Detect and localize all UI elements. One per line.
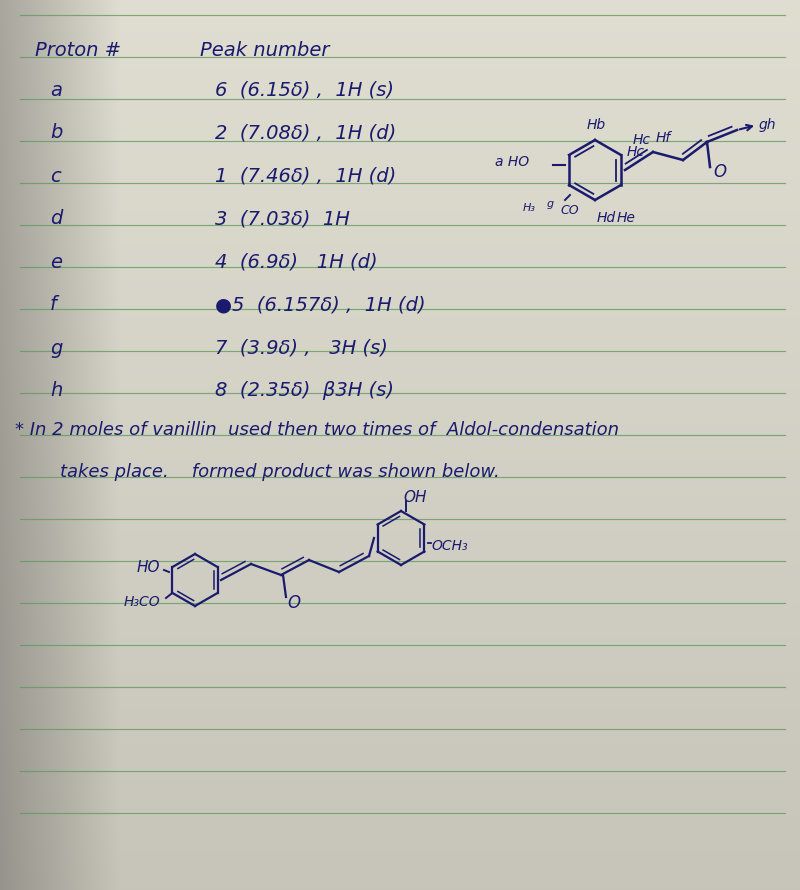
Text: 3  (7.03δ)  1H: 3 (7.03δ) 1H	[215, 209, 350, 229]
Text: CO: CO	[560, 204, 578, 216]
Text: gh: gh	[759, 118, 777, 132]
Text: takes place.    formed product was shown below.: takes place. formed product was shown be…	[60, 463, 500, 481]
Text: H₃: H₃	[523, 203, 536, 213]
Text: d: d	[50, 209, 62, 229]
Text: c: c	[50, 166, 61, 185]
Text: h: h	[50, 382, 62, 400]
Text: Hd: Hd	[597, 211, 616, 225]
Text: O: O	[713, 163, 726, 181]
Text: Proton #: Proton #	[35, 41, 121, 60]
Text: 2  (7.08δ) ,  1H (d): 2 (7.08δ) , 1H (d)	[215, 124, 396, 142]
Text: 6  (6.15δ) ,  1H (s): 6 (6.15δ) , 1H (s)	[215, 80, 394, 100]
Text: H₃CO: H₃CO	[124, 595, 161, 609]
Text: 7  (3.9δ) ,   3H (s): 7 (3.9δ) , 3H (s)	[215, 338, 388, 358]
Text: e: e	[50, 253, 62, 271]
Text: HO: HO	[137, 561, 161, 576]
Text: Peak number: Peak number	[200, 41, 330, 60]
Text: 8  (2.35δ)  β3H (s): 8 (2.35δ) β3H (s)	[215, 382, 394, 400]
Text: He: He	[617, 211, 636, 225]
Text: * In 2 moles of vanillin  used then two times of  Aldol-condensation: * In 2 moles of vanillin used then two t…	[15, 421, 619, 439]
Text: Hb: Hb	[587, 118, 606, 132]
Text: b: b	[50, 124, 62, 142]
Text: OCH₃: OCH₃	[431, 539, 468, 553]
Text: Hc: Hc	[627, 145, 645, 159]
Text: 1  (7.46δ) ,  1H (d): 1 (7.46δ) , 1H (d)	[215, 166, 396, 185]
Text: a: a	[50, 80, 62, 100]
Text: g: g	[547, 199, 554, 209]
Text: O: O	[287, 594, 300, 612]
Text: f: f	[50, 295, 57, 314]
Text: OH: OH	[403, 490, 426, 505]
Text: g: g	[50, 338, 62, 358]
Text: Hc: Hc	[633, 133, 651, 147]
Text: a HO: a HO	[495, 155, 529, 169]
Text: ●5  (6.157δ) ,  1H (d): ●5 (6.157δ) , 1H (d)	[215, 295, 426, 314]
Text: 4  (6.9δ)   1H (d): 4 (6.9δ) 1H (d)	[215, 253, 378, 271]
Text: Hf: Hf	[656, 131, 671, 145]
